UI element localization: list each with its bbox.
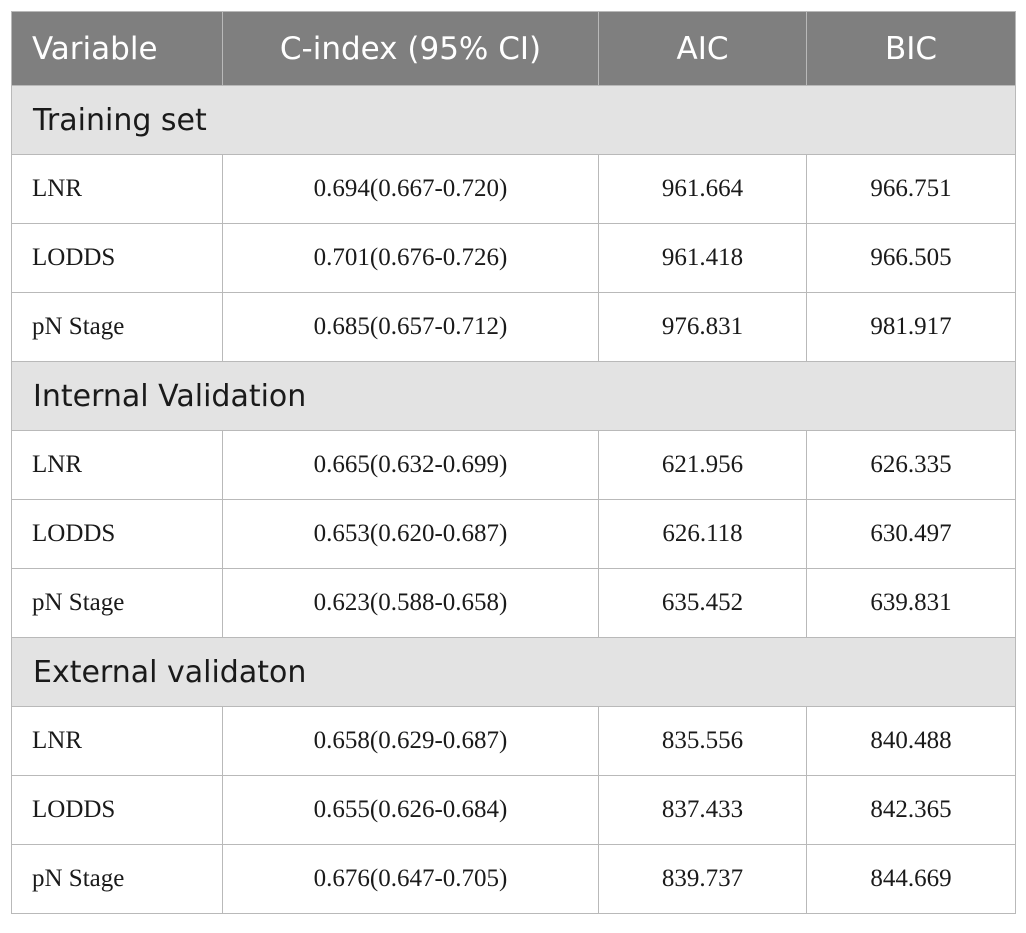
header-bic: BIC (806, 11, 1016, 86)
table-row: LODDS 0.653(0.620-0.687) 626.118 630.497 (11, 499, 1016, 569)
cell-variable: pN Stage (11, 292, 223, 362)
cell-aic: 839.737 (598, 844, 807, 914)
table-body: Training set LNR 0.694(0.667-0.720) 961.… (11, 85, 1016, 914)
section-header-row: Internal Validation (11, 361, 1016, 431)
header-variable: Variable (11, 11, 223, 86)
section-title: Internal Validation (11, 361, 1016, 431)
header-row: Variable C-index (95% CI) AIC BIC (11, 11, 1016, 86)
cell-variable: LODDS (11, 499, 223, 569)
cell-aic: 961.664 (598, 154, 807, 224)
section-title: Training set (11, 85, 1016, 155)
cell-cindex: 0.655(0.626-0.684) (222, 775, 599, 845)
cell-bic: 840.488 (806, 706, 1016, 776)
table-row: pN Stage 0.676(0.647-0.705) 839.737 844.… (11, 844, 1016, 914)
cell-variable: pN Stage (11, 844, 223, 914)
section-header-row: External validaton (11, 637, 1016, 707)
cell-cindex: 0.701(0.676-0.726) (222, 223, 599, 293)
cell-bic: 966.751 (806, 154, 1016, 224)
cell-aic: 621.956 (598, 430, 807, 500)
cell-aic: 961.418 (598, 223, 807, 293)
cell-bic: 639.831 (806, 568, 1016, 638)
table-row: LNR 0.658(0.629-0.687) 835.556 840.488 (11, 706, 1016, 776)
table-row: pN Stage 0.685(0.657-0.712) 976.831 981.… (11, 292, 1016, 362)
cell-variable: LODDS (11, 775, 223, 845)
cell-bic: 981.917 (806, 292, 1016, 362)
cell-cindex: 0.694(0.667-0.720) (222, 154, 599, 224)
cell-bic: 842.365 (806, 775, 1016, 845)
cell-aic: 976.831 (598, 292, 807, 362)
cell-variable: LNR (11, 154, 223, 224)
cell-cindex: 0.665(0.632-0.699) (222, 430, 599, 500)
cell-bic: 966.505 (806, 223, 1016, 293)
table-row: LODDS 0.655(0.626-0.684) 837.433 842.365 (11, 775, 1016, 845)
cell-cindex: 0.685(0.657-0.712) (222, 292, 599, 362)
cell-variable: LNR (11, 706, 223, 776)
cell-bic: 630.497 (806, 499, 1016, 569)
cell-aic: 635.452 (598, 568, 807, 638)
table-row: LODDS 0.701(0.676-0.726) 961.418 966.505 (11, 223, 1016, 293)
cell-variable: pN Stage (11, 568, 223, 638)
table-row: pN Stage 0.623(0.588-0.658) 635.452 639.… (11, 568, 1016, 638)
cell-cindex: 0.676(0.647-0.705) (222, 844, 599, 914)
table-row: LNR 0.665(0.632-0.699) 621.956 626.335 (11, 430, 1016, 500)
header-cindex: C-index (95% CI) (222, 11, 599, 86)
cell-cindex: 0.623(0.588-0.658) (222, 568, 599, 638)
cell-aic: 835.556 (598, 706, 807, 776)
cell-variable: LNR (11, 430, 223, 500)
cell-aic: 837.433 (598, 775, 807, 845)
cell-variable: LODDS (11, 223, 223, 293)
cell-bic: 844.669 (806, 844, 1016, 914)
section-header-row: Training set (11, 85, 1016, 155)
cell-bic: 626.335 (806, 430, 1016, 500)
cell-cindex: 0.658(0.629-0.687) (222, 706, 599, 776)
results-table: Variable C-index (95% CI) AIC BIC Traini… (11, 11, 1016, 914)
cell-aic: 626.118 (598, 499, 807, 569)
section-title: External validaton (11, 637, 1016, 707)
header-aic: AIC (598, 11, 807, 86)
table-container: Variable C-index (95% CI) AIC BIC Traini… (11, 11, 1016, 914)
cell-cindex: 0.653(0.620-0.687) (222, 499, 599, 569)
table-header: Variable C-index (95% CI) AIC BIC (11, 11, 1016, 86)
table-row: LNR 0.694(0.667-0.720) 961.664 966.751 (11, 154, 1016, 224)
